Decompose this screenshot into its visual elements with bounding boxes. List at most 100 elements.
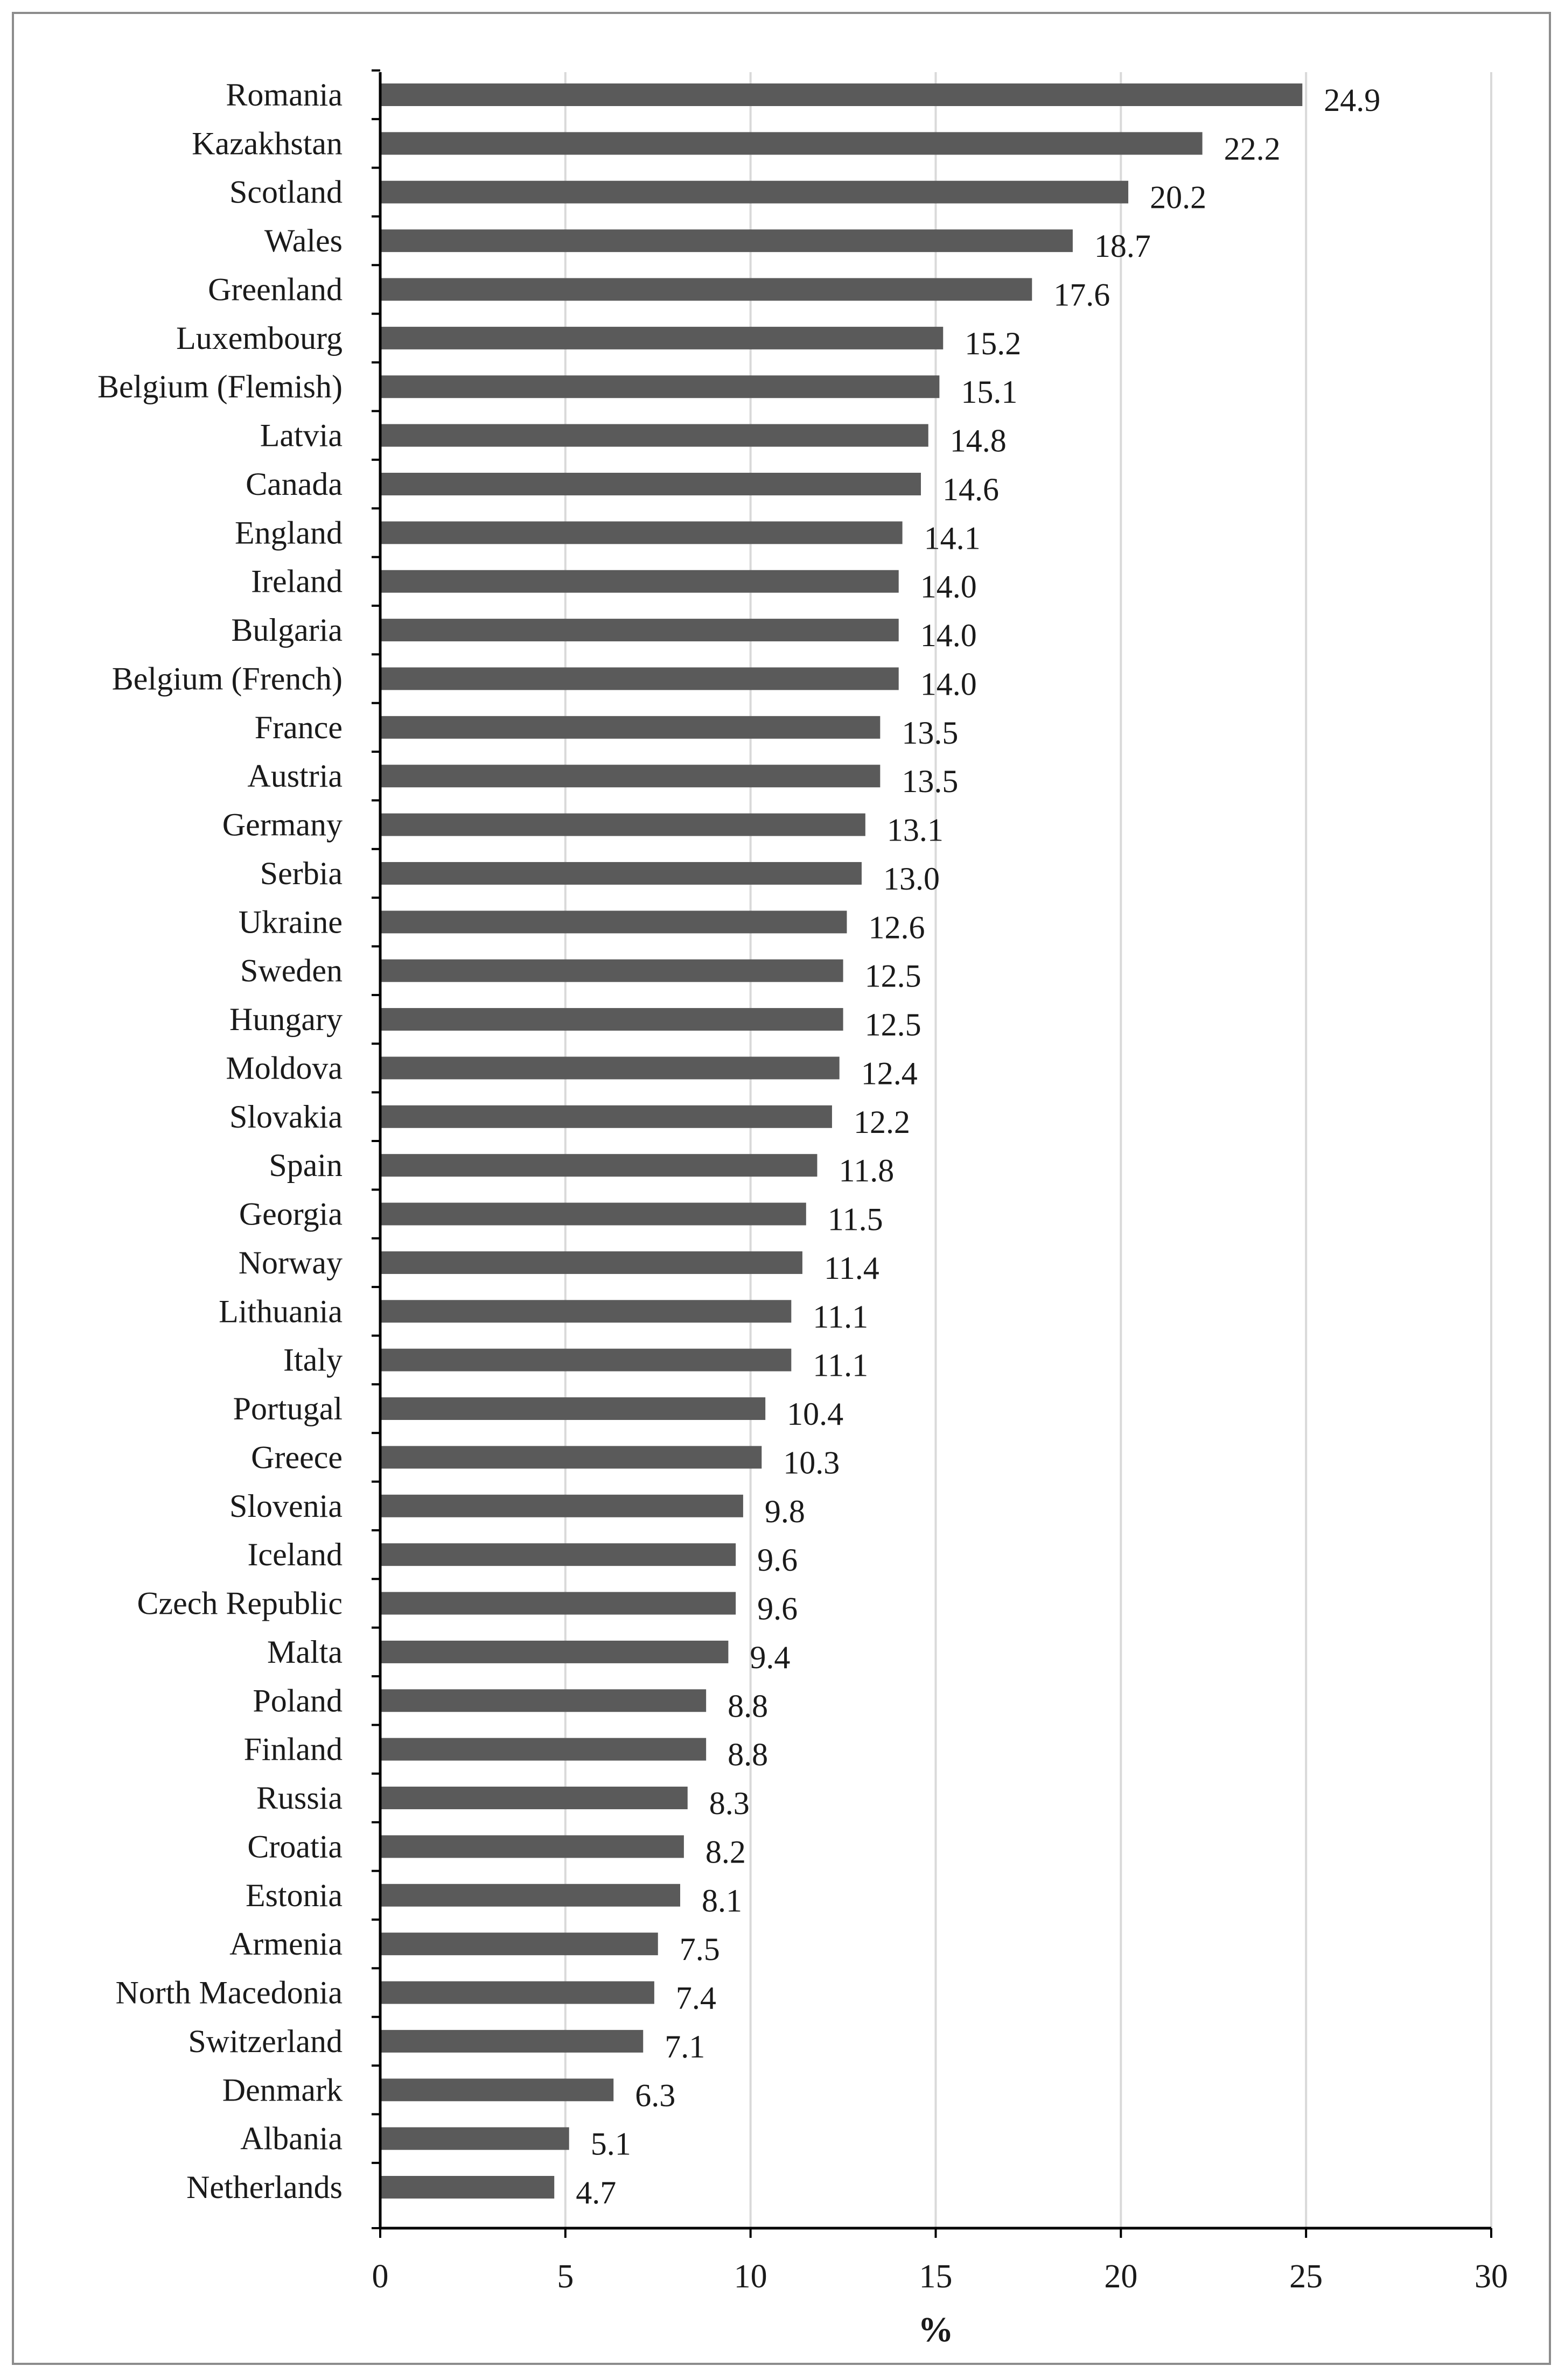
x-tick-label: 15 (919, 2258, 953, 2295)
data-label: 8.1 (702, 1883, 742, 1919)
category-label: Estonia (246, 1878, 343, 1913)
data-label: 9.4 (750, 1640, 790, 1675)
bar (380, 326, 944, 349)
axes (372, 69, 1492, 2238)
category-label: Czech Republic (137, 1586, 343, 1621)
bar (380, 1300, 792, 1323)
data-label: 12.4 (861, 1055, 918, 1091)
data-label: 11.4 (824, 1250, 879, 1286)
bar (380, 862, 862, 885)
category-labels: Romania Kazakhstan Scotland Wales Greenland L… (97, 77, 343, 2205)
category-label: Bulgaria (231, 612, 343, 648)
value-labels: 24.9 22.2 20.2 18.7 17.6 15.2 15.1 14.8 14.6 14.1… (576, 82, 1380, 2210)
category-label: Latvia (260, 418, 343, 453)
data-label: 13.5 (902, 764, 958, 799)
category-label: Portugal (233, 1391, 343, 1426)
data-label: 18.7 (1094, 228, 1151, 264)
category-label: Russia (256, 1780, 343, 1816)
data-label: 20.2 (1150, 180, 1206, 215)
category-label: Serbia (260, 856, 343, 891)
data-label: 13.0 (883, 861, 940, 897)
bar (380, 2176, 555, 2199)
category-label: Luxembourg (176, 320, 343, 356)
category-label: Italy (283, 1342, 343, 1378)
category-label: Switzerland (188, 2024, 343, 2059)
data-label: 17.6 (1053, 277, 1110, 312)
bar (380, 1689, 707, 1712)
category-label: Romania (226, 77, 343, 113)
bar (380, 1787, 688, 1810)
category-label: Greenland (208, 271, 343, 307)
bar (380, 911, 847, 934)
data-label: 7.5 (680, 1931, 720, 1967)
bar (380, 959, 843, 982)
bar (380, 1348, 792, 1371)
data-label: 8.3 (709, 1786, 750, 1821)
x-tick-label: 0 (372, 2258, 389, 2295)
category-label: Slovenia (229, 1488, 343, 1524)
bar (380, 2127, 569, 2150)
bar (380, 667, 899, 690)
x-tick-label: 20 (1104, 2258, 1137, 2295)
x-tick-labels: 0 5 10 15 20 25 30 (372, 2258, 1508, 2295)
bar (380, 1397, 766, 1420)
category-label: Ukraine (239, 904, 343, 940)
x-tick-label: 25 (1289, 2258, 1323, 2295)
category-label: Belgium (Flemish) (97, 369, 343, 404)
data-label: 13.5 (902, 715, 958, 751)
bar (380, 472, 921, 495)
category-label: Belgium (French) (112, 661, 343, 696)
category-label: Georgia (239, 1196, 343, 1232)
category-label: Iceland (247, 1537, 343, 1572)
bars (380, 83, 1303, 2199)
category-label: Wales (264, 223, 343, 258)
bar (380, 1008, 843, 1031)
category-label: Albania (240, 2121, 343, 2157)
data-label: 8.8 (728, 1688, 768, 1724)
bar (380, 1056, 840, 1080)
category-label: Greece (251, 1439, 343, 1475)
bar (380, 424, 928, 447)
x-axis-title: % (918, 2310, 954, 2349)
data-label: 14.6 (942, 472, 999, 507)
bar (380, 132, 1203, 155)
data-label: 11.8 (839, 1153, 894, 1188)
category-label: Lithuania (219, 1293, 343, 1329)
bar (380, 1543, 736, 1566)
bar (380, 1884, 681, 1907)
data-label: 14.0 (920, 666, 977, 702)
data-label: 4.7 (576, 2175, 616, 2210)
bar (380, 278, 1032, 301)
data-label: 12.2 (854, 1104, 910, 1140)
data-label: 15.2 (965, 326, 1021, 361)
category-label: Norway (239, 1245, 343, 1280)
data-label: 12.5 (865, 958, 921, 994)
category-label: Malta (267, 1634, 343, 1670)
data-label: 13.1 (887, 813, 944, 848)
category-label: Finland (244, 1732, 343, 1767)
category-label: Denmark (222, 2072, 343, 2108)
data-label: 14.0 (920, 618, 977, 653)
data-label: 10.3 (783, 1445, 840, 1480)
category-label: Scotland (229, 174, 343, 210)
bar (380, 229, 1073, 253)
bar (380, 1592, 736, 1615)
data-label: 7.1 (665, 2029, 705, 2064)
category-label: Kazakhstan (192, 125, 343, 161)
x-tick-label: 30 (1475, 2258, 1508, 2295)
bar (380, 619, 899, 642)
category-label: Moldova (226, 1050, 343, 1086)
bar (380, 2078, 614, 2102)
bar-chart: Romania Kazakhstan Scotland Wales Greenland L… (97, 69, 1508, 2349)
category-label: Slovakia (229, 1099, 343, 1135)
data-label: 10.4 (787, 1396, 843, 1432)
category-label: Spain (269, 1147, 343, 1183)
bar (380, 83, 1303, 106)
data-label: 12.5 (865, 1007, 921, 1042)
chart-frame: Romania Kazakhstan Scotland Wales Greenland L… (12, 12, 1551, 2365)
bar (380, 1494, 743, 1517)
data-label: 8.2 (705, 1834, 746, 1870)
bar (380, 1933, 658, 1956)
bar (380, 1154, 818, 1177)
data-label: 8.8 (728, 1737, 768, 1773)
